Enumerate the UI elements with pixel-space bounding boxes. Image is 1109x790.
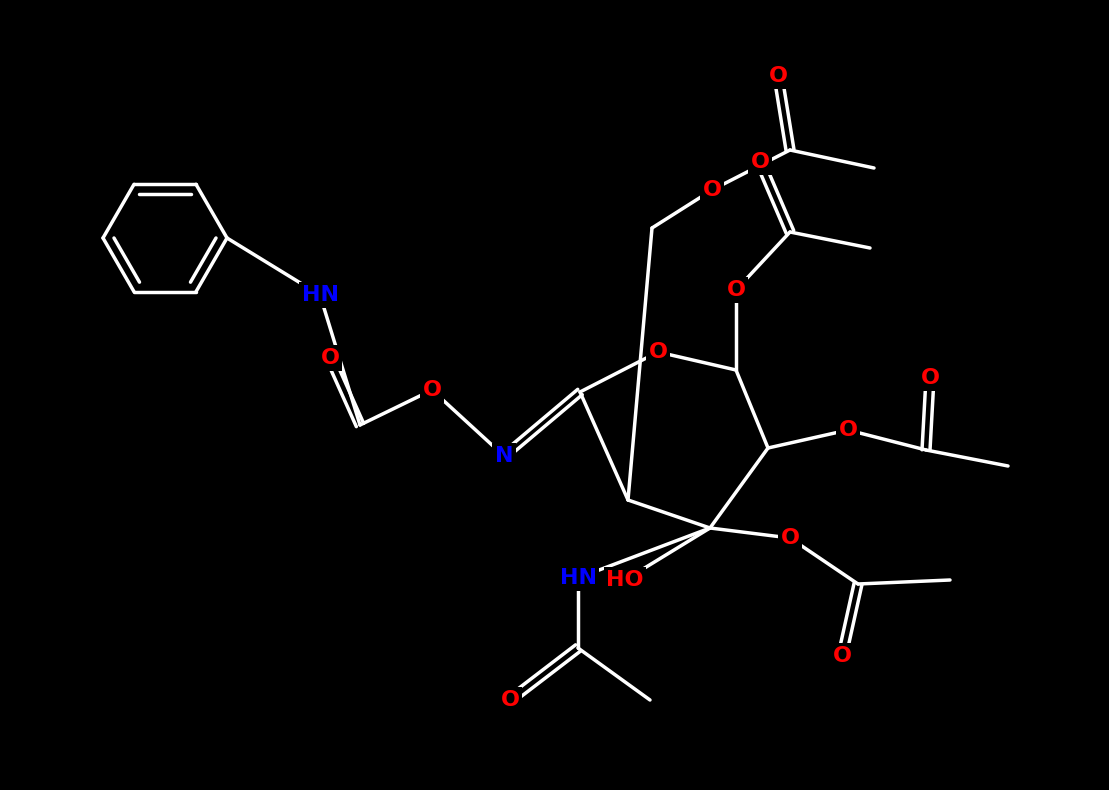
Text: O: O xyxy=(649,342,668,362)
Text: HN: HN xyxy=(302,285,338,305)
Text: O: O xyxy=(500,690,519,710)
Text: O: O xyxy=(838,420,857,440)
Text: O: O xyxy=(702,180,722,200)
Text: O: O xyxy=(833,646,852,666)
Text: O: O xyxy=(423,380,441,400)
Text: O: O xyxy=(726,280,745,300)
Text: HO: HO xyxy=(607,570,643,590)
Text: N: N xyxy=(495,446,513,466)
Text: O: O xyxy=(781,528,800,548)
Text: O: O xyxy=(920,368,939,388)
Text: O: O xyxy=(769,66,787,86)
Text: O: O xyxy=(751,152,770,172)
Text: O: O xyxy=(321,348,339,368)
Text: HN: HN xyxy=(560,568,597,588)
